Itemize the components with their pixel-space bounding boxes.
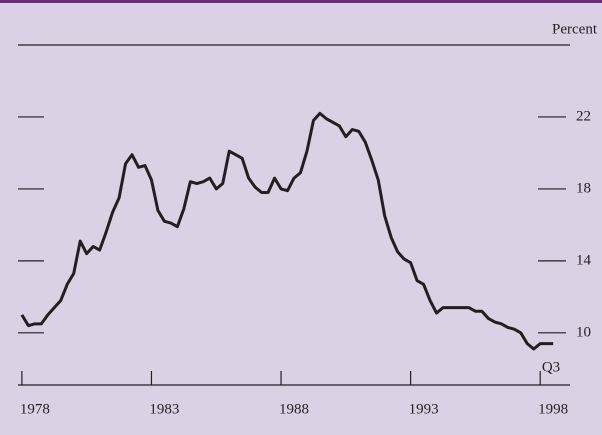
- top-border: [0, 0, 602, 3]
- y-tick-label: 18: [576, 180, 591, 196]
- line: [20, 111, 554, 351]
- x-tick-label: 1983: [149, 401, 179, 417]
- y-tick-label: 22: [576, 108, 591, 124]
- x-tick-label: 1993: [409, 401, 439, 417]
- y-axis-label: Percent: [552, 21, 598, 37]
- x-tick-label: 1988: [279, 401, 309, 417]
- x-tick-label: 1978: [20, 401, 50, 417]
- x-tick-label: 1998: [538, 401, 568, 417]
- y-tick-label: 10: [576, 324, 591, 340]
- y-tick-label: 14: [576, 252, 592, 268]
- annotation: Q3: [542, 359, 560, 375]
